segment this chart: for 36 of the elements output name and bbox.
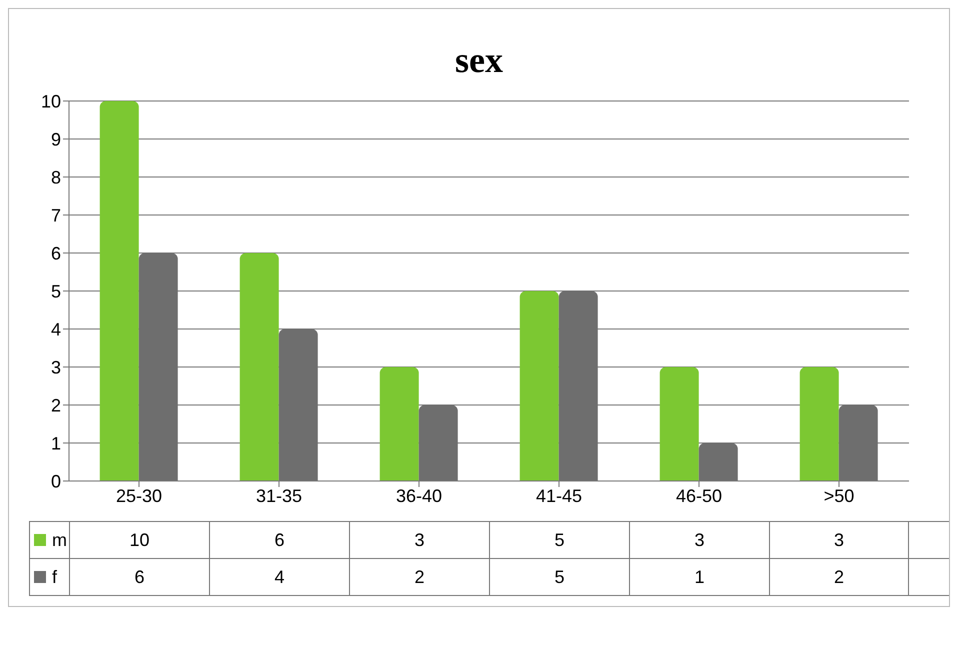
bar	[380, 367, 419, 481]
y-tick-label: 9	[50, 129, 61, 150]
y-tick-label: 0	[50, 471, 61, 492]
x-tick-label: 25-30	[116, 486, 162, 506]
data-label: 2	[349, 559, 489, 595]
data-label: 2	[769, 559, 909, 595]
data-label: 3	[769, 522, 909, 558]
bar	[100, 101, 139, 481]
y-tick-label: 7	[50, 205, 61, 226]
legend-label: m	[52, 530, 67, 550]
x-tick-label: 46-50	[676, 486, 722, 506]
bar	[660, 367, 699, 481]
y-tick-label: 3	[50, 357, 61, 378]
data-label: 3	[349, 522, 489, 558]
data-label: 3	[629, 522, 769, 558]
x-tick-label: >50	[824, 486, 854, 506]
chart-title: sex	[454, 39, 504, 81]
bar	[520, 291, 559, 481]
data-label: 6	[209, 522, 349, 558]
y-tick-label: 5	[50, 281, 61, 302]
y-tick-label: 6	[50, 243, 61, 264]
y-tick-label: 4	[50, 319, 61, 340]
data-label: 4	[209, 559, 349, 595]
data-label: 5	[489, 559, 629, 595]
data-label: 5	[489, 522, 629, 558]
y-tick-label: 1	[50, 433, 61, 454]
bar	[240, 253, 279, 481]
y-tick-label: 10	[40, 91, 61, 112]
x-tick-label: 36-40	[396, 486, 442, 506]
data-label: 1	[629, 559, 769, 595]
x-tick-label: 31-35	[256, 486, 302, 506]
bar	[800, 367, 839, 481]
y-tick-label: 2	[50, 395, 61, 416]
x-tick-label: 41-45	[536, 486, 582, 506]
y-tick-label: 8	[50, 167, 61, 188]
legend-label: f	[52, 566, 58, 588]
